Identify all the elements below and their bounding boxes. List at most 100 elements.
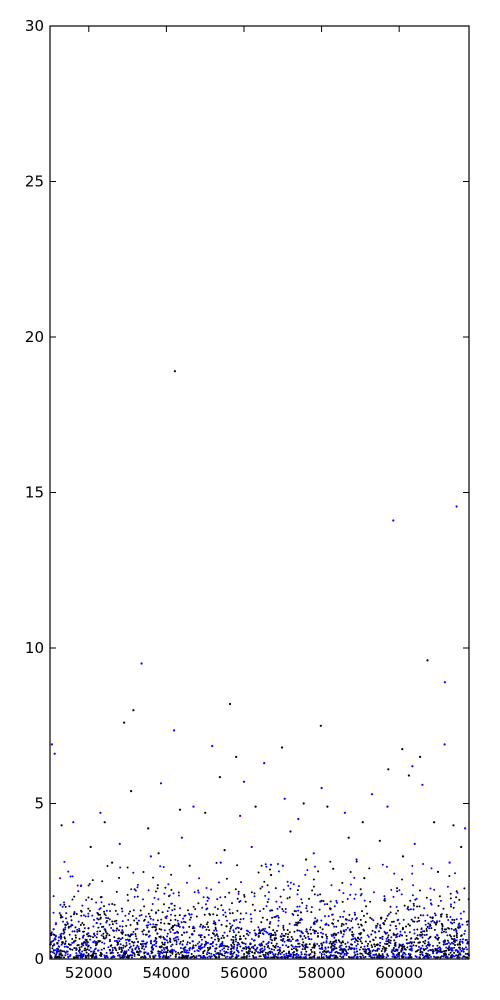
scatter-point (115, 919, 118, 922)
scatter-point (314, 865, 316, 868)
scatter-point (358, 938, 361, 941)
scatter-point (453, 935, 456, 938)
scatter-point-series-1 (159, 782, 163, 785)
scatter-point (163, 943, 166, 946)
scatter-point (82, 914, 85, 917)
scatter-point (111, 946, 114, 949)
scatter-point (166, 915, 168, 918)
scatter-point (366, 934, 369, 937)
scatter-point (464, 930, 467, 932)
scatter-point (282, 924, 285, 927)
scatter-point (241, 941, 244, 944)
scatter-point (379, 944, 382, 947)
scatter-point (115, 890, 118, 893)
scatter-point (305, 943, 308, 946)
scatter-point (461, 956, 464, 959)
scatter-point (65, 917, 67, 920)
scatter-point (413, 941, 416, 944)
scatter-point (249, 943, 252, 945)
scatter-point (76, 954, 78, 957)
scatter-point (282, 910, 285, 913)
scatter-point (96, 933, 99, 936)
scatter-point (339, 915, 342, 918)
scatter-point (77, 890, 80, 893)
scatter-point-series-1 (320, 786, 323, 790)
scatter-point (259, 944, 262, 947)
scatter-point (328, 942, 331, 945)
scatter-point (310, 932, 312, 935)
scatter-point (319, 900, 322, 903)
scatter-point (186, 949, 188, 952)
scatter-point (125, 941, 128, 944)
scatter-point (180, 921, 183, 924)
scatter-point (405, 942, 408, 945)
scatter-point (125, 950, 128, 953)
scatter-point-series-0 (235, 755, 238, 759)
scatter-point (333, 936, 336, 939)
scatter-point (183, 931, 185, 934)
scatter-point-series-1 (343, 811, 346, 814)
scatter-point (166, 935, 169, 938)
scatter-point (360, 892, 363, 895)
scatter-point (307, 935, 310, 938)
scatter-point (139, 943, 142, 945)
scatter-point (295, 910, 297, 913)
scatter-point (64, 905, 67, 908)
scatter-point (95, 922, 98, 924)
scatter-point (401, 878, 403, 881)
scatter-point (287, 884, 290, 887)
scatter-point (158, 953, 161, 955)
scatter-point (124, 934, 127, 937)
scatter-point (454, 949, 457, 952)
scatter-point (168, 923, 171, 925)
scatter-point (205, 928, 208, 931)
scatter-point (367, 942, 370, 945)
scatter-point (297, 885, 300, 888)
scatter-point (461, 940, 464, 943)
scatter-point (413, 932, 416, 935)
scatter-point (120, 931, 123, 934)
scatter-point (376, 956, 378, 959)
scatter-point (318, 908, 321, 911)
scatter-point (265, 865, 268, 868)
scatter-point (176, 919, 179, 922)
scatter-point (425, 896, 428, 899)
scatter-point (275, 900, 278, 903)
scatter-point-series-0 (452, 824, 455, 827)
scatter-point (230, 938, 233, 941)
scatter-point (418, 919, 421, 922)
scatter-point (289, 881, 292, 884)
scatter-point (340, 956, 343, 959)
scatter-point (231, 912, 234, 915)
scatter-point (127, 899, 130, 902)
scatter-point (379, 936, 382, 939)
scatter-point (435, 921, 438, 924)
scatter-point (116, 951, 119, 954)
scatter-point (126, 866, 129, 869)
scatter-point (260, 921, 263, 924)
scatter-point (183, 920, 185, 923)
scatter-point-series-0 (419, 755, 422, 759)
scatter-point (176, 930, 179, 933)
scatter-point (82, 942, 85, 944)
scatter-point (296, 914, 299, 917)
scatter-point (310, 951, 313, 953)
scatter-point-series-1 (413, 842, 416, 846)
scatter-point (198, 934, 200, 937)
scatter-point (136, 944, 139, 947)
scatter-point (181, 943, 184, 946)
scatter-point (405, 925, 407, 928)
scatter-point (70, 915, 72, 918)
scatter-point (349, 871, 352, 873)
scatter-point (269, 938, 272, 941)
scatter-point (133, 895, 136, 898)
scatter-point (312, 885, 315, 888)
scatter-point (232, 941, 235, 944)
scatter-point (353, 951, 356, 954)
scatter-point-series-0 (407, 774, 410, 777)
scatter-point (50, 934, 53, 937)
scatter-point (87, 884, 90, 887)
scatter-point (448, 927, 450, 930)
scatter-point (198, 941, 201, 943)
scatter-point (323, 953, 326, 956)
